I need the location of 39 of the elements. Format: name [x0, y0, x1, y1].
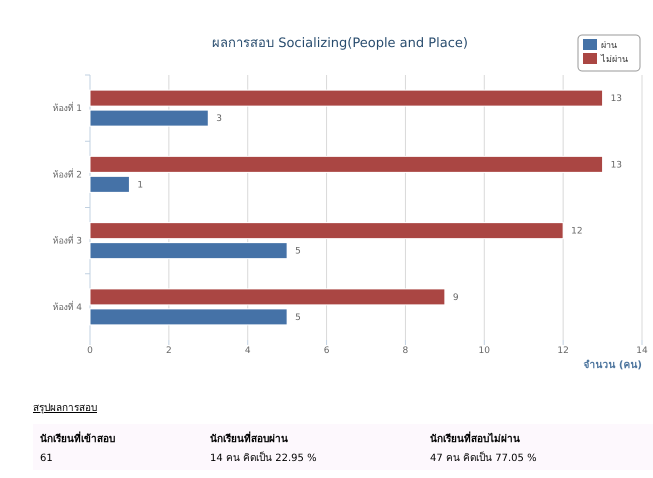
bar: [90, 222, 564, 240]
x-tick-label: 2: [166, 346, 172, 356]
chart-title: ผลการสอบ Socializing(People and Place): [212, 36, 468, 51]
data-label: 3: [216, 114, 222, 124]
text: นักเรียนที่เข้าสอบ: [40, 431, 115, 445]
x-tick-label: 6: [324, 346, 330, 356]
text: นักเรียนที่สอบไม่ผ่าน: [430, 431, 520, 445]
data-label: 5: [295, 312, 301, 323]
text: สรุปผลการสอบ: [33, 403, 97, 414]
x-tick-label: 10: [478, 346, 490, 356]
legend-label: ผ่าน: [601, 41, 617, 51]
bar: [90, 176, 130, 193]
data-label: 9: [452, 292, 459, 303]
y-tick-label: ห้องที่ 2: [52, 167, 82, 180]
bar: [90, 308, 288, 326]
text: นักเรียนที่สอบผ่าน: [210, 431, 288, 445]
x-tick-label: 8: [402, 346, 409, 356]
bar: [90, 90, 604, 107]
x-tick-label: 0: [87, 346, 94, 356]
y-tick-label: ห้องที่ 3: [52, 234, 82, 247]
bar: [90, 242, 288, 260]
data-label: 1: [137, 180, 144, 190]
data-label: 13: [610, 94, 622, 104]
text: 47 คน คิดเป็น 77.05 %: [430, 450, 537, 464]
y-tick-label: ห้องที่ 4: [52, 300, 82, 313]
bar: [90, 110, 209, 127]
x-tick-label: 14: [636, 346, 648, 356]
legend-label: ไม่ผ่าน: [600, 54, 628, 65]
bar: [90, 156, 604, 173]
bar: [90, 288, 446, 306]
text: 61: [40, 453, 53, 464]
data-label: 12: [571, 226, 583, 237]
text: 14 คน คิดเป็น 22.95 %: [210, 450, 317, 464]
data-label: 5: [295, 246, 301, 257]
x-axis-title: จำนวน (คน): [583, 359, 642, 371]
x-tick-label: 4: [244, 346, 251, 356]
x-tick-label: 12: [557, 346, 569, 356]
data-label: 13: [610, 160, 622, 170]
y-tick-label: ห้องที่ 1: [52, 101, 82, 114]
